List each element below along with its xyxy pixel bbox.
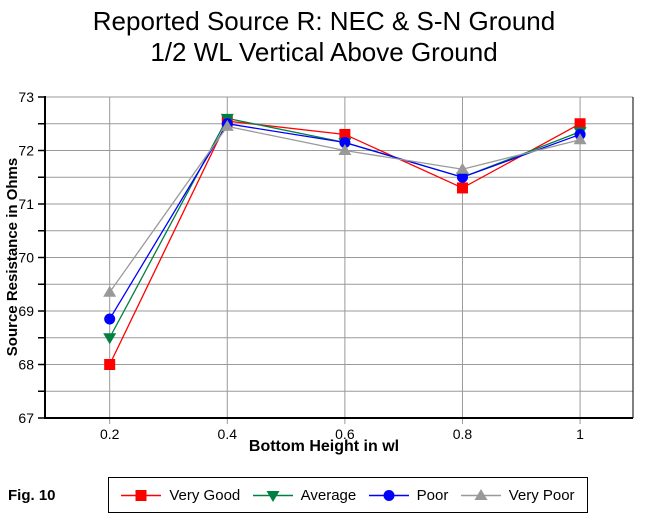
- data-point-marker: [104, 313, 116, 325]
- y-tick-label: 67: [18, 410, 34, 426]
- data-point-marker: [103, 333, 117, 345]
- x-tick-label: 1: [576, 426, 584, 442]
- data-point-marker: [574, 118, 586, 130]
- y-tick-label: 71: [18, 196, 34, 212]
- data-point-marker: [474, 488, 488, 500]
- legend-circle-icon: [368, 489, 409, 501]
- plot-area: 67 68 69 70 71 72 73 0.2 0.4 0.6 0.8 1: [18, 89, 634, 442]
- x-axis-label: Bottom Height in wl: [248, 438, 400, 455]
- legend-square-icon: [121, 489, 162, 501]
- data-point-marker: [339, 128, 351, 140]
- legend-label: Very Poor: [508, 486, 575, 504]
- legend-triangle-down-icon: [252, 490, 293, 502]
- x-tick-label: 0.4: [218, 426, 238, 442]
- x-tick-label: 0.6: [335, 426, 355, 442]
- data-point-marker: [456, 182, 468, 194]
- data-point-marker: [135, 489, 147, 501]
- x-tick-label: 0.8: [453, 426, 473, 442]
- chart-title-line2: 1/2 WL Vertical Above Ground: [150, 37, 498, 67]
- data-point-marker: [383, 489, 395, 501]
- y-tick-label: 70: [18, 250, 34, 266]
- legend-item: Very Poor: [460, 486, 575, 504]
- chart-title-line1: Reported Source R: NEC & S-N Ground: [92, 6, 556, 36]
- legend-item: Very Good: [121, 487, 240, 504]
- series-very-poor: [103, 119, 587, 297]
- y-tick-label: 69: [18, 303, 34, 319]
- y-tick-label: 68: [18, 357, 34, 373]
- data-point-marker: [220, 119, 234, 131]
- legend-label: Poor: [416, 486, 449, 504]
- y-tick-label: 72: [18, 143, 34, 159]
- legend-item: Average: [252, 486, 357, 504]
- data-point-marker: [266, 490, 280, 502]
- legend-triangle-up-icon: [460, 488, 501, 500]
- figure-label: Fig. 10: [8, 487, 56, 504]
- data-point-marker: [573, 133, 587, 145]
- data-point-marker: [339, 136, 351, 148]
- data-point-marker: [455, 162, 469, 174]
- data-point-marker: [103, 285, 117, 297]
- legend-item: Poor: [368, 486, 449, 504]
- data-point-marker: [456, 171, 468, 183]
- legend-label: Very Good: [169, 486, 241, 504]
- data-point-marker: [338, 144, 352, 155]
- y-tick-label: 73: [18, 89, 34, 105]
- data-point-marker: [104, 359, 116, 370]
- chart-title: Reported Source R: NEC & S-N Ground 1/2 …: [0, 6, 648, 68]
- legend: Very Good Average Poor Very Poor: [108, 477, 588, 513]
- y-axis-label: Source Resistance in Ohms: [4, 157, 21, 357]
- x-tick-label: 0.2: [100, 426, 120, 442]
- legend-label: Average: [300, 486, 357, 504]
